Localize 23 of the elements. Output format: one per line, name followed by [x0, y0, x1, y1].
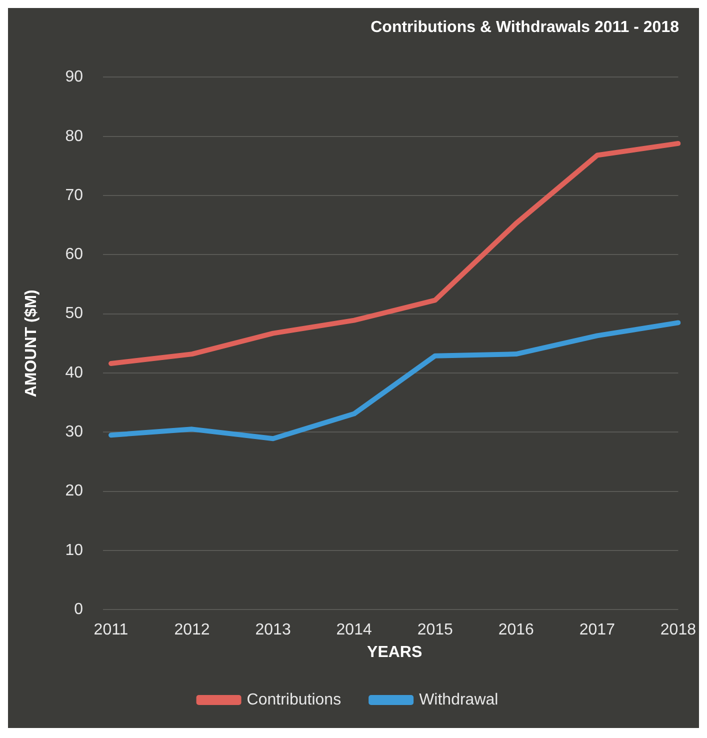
y-tick-label: 30 — [65, 424, 84, 441]
x-axis-title: YEARS — [367, 644, 422, 661]
x-tick-label: 2013 — [255, 622, 291, 639]
x-tick-label: 2012 — [174, 622, 210, 639]
x-tick-label: 2015 — [417, 622, 454, 639]
x-tick-label: 2016 — [498, 622, 534, 639]
y-tick-label: 10 — [65, 542, 84, 559]
legend-label: Withdrawal — [419, 691, 498, 708]
y-tick-label: 20 — [65, 482, 84, 500]
y-tick-label: 70 — [65, 186, 84, 204]
x-tick-label: 2017 — [579, 622, 616, 639]
x-tick-label: 2011 — [94, 622, 128, 639]
chart-title: Contributions & Withdrawals 2011 - 2018 — [370, 19, 680, 36]
legend-label: Contributions — [246, 691, 342, 708]
y-tick-label: 50 — [65, 305, 84, 322]
x-tick-label: 2014 — [336, 622, 372, 639]
y-tick-label: 80 — [65, 128, 84, 145]
y-tick-label: 0 — [74, 601, 84, 618]
y-tick-label: 40 — [65, 364, 84, 382]
y-tick-label: 60 — [65, 246, 84, 264]
y-axis-title: AMOUNT ($M) — [23, 290, 40, 398]
y-tick-label: 90 — [65, 68, 84, 86]
x-tick-label: 2018 — [660, 622, 696, 639]
